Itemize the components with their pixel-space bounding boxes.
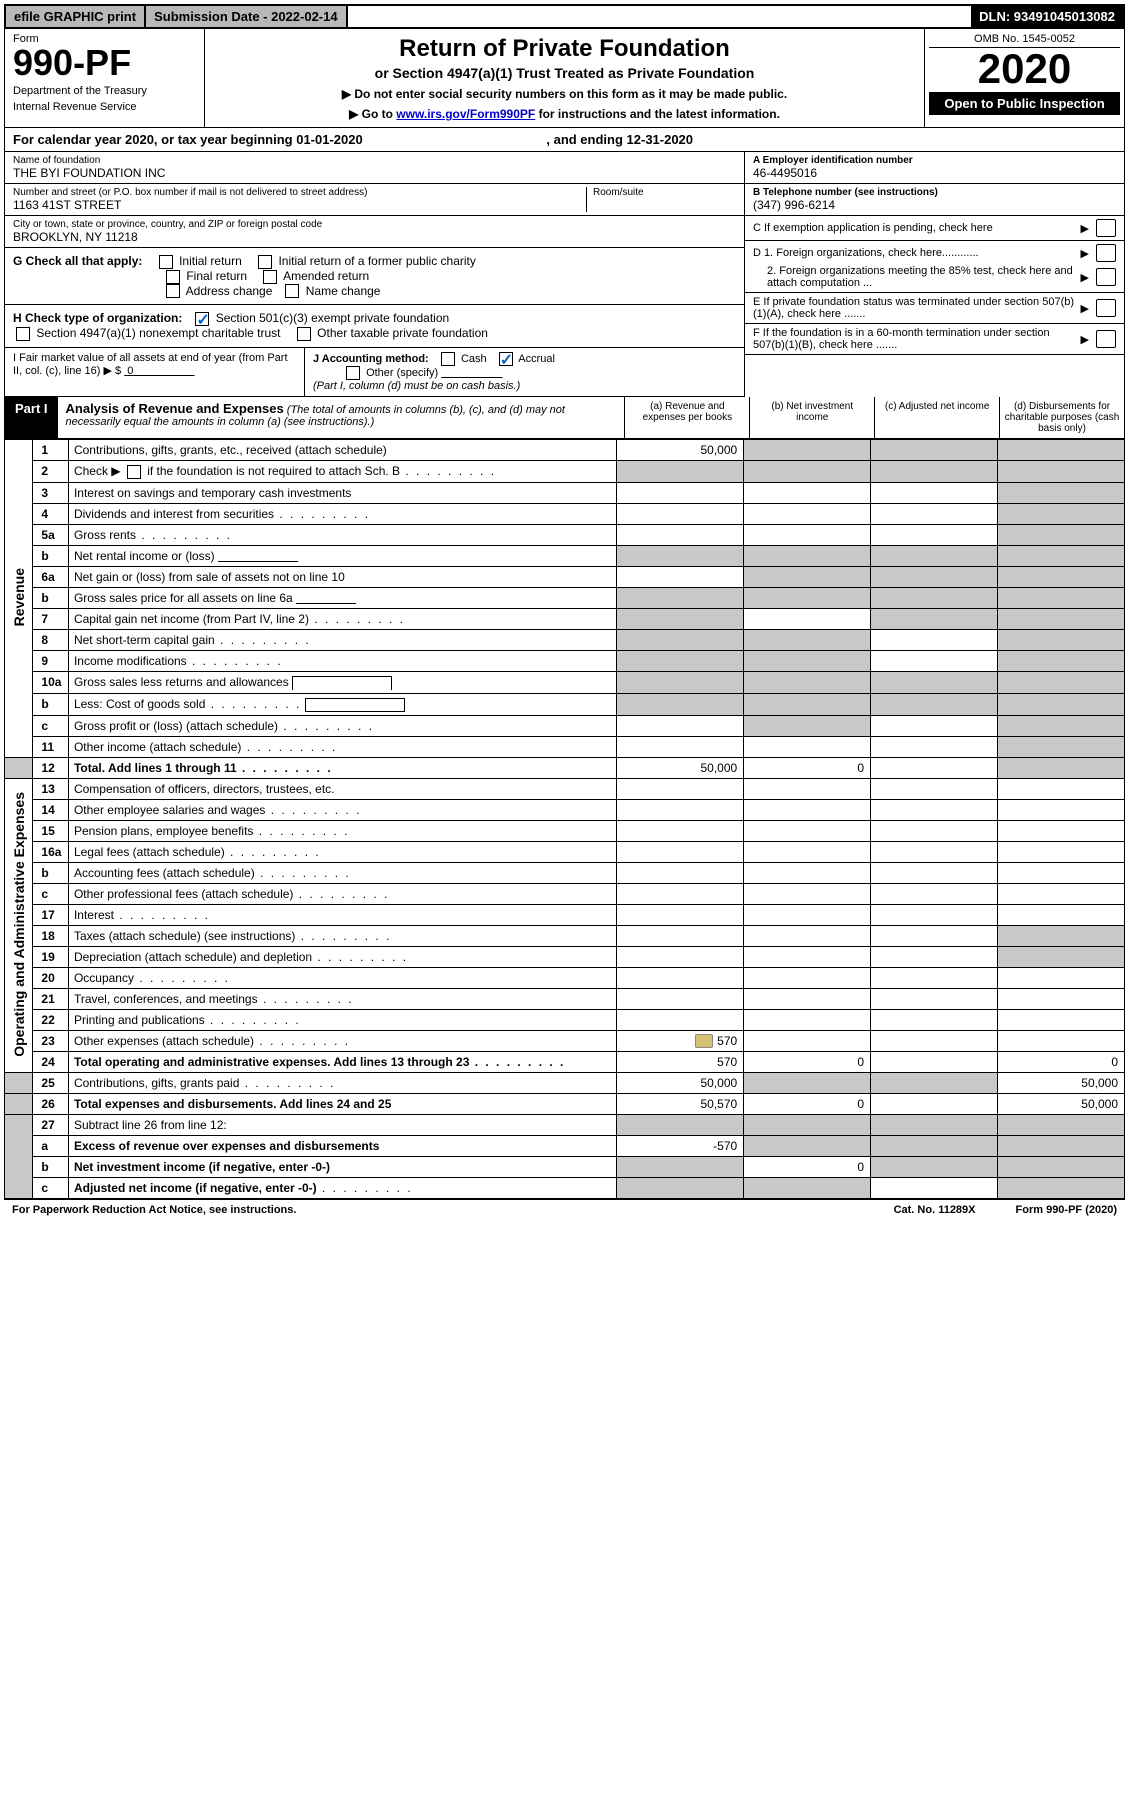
- form-version: Form 990-PF (2020): [1016, 1204, 1117, 1216]
- page-footer: For Paperwork Reduction Act Notice, see …: [4, 1199, 1125, 1220]
- name-label: Name of foundation: [13, 155, 736, 166]
- section-e: E If private foundation status was termi…: [753, 296, 1081, 320]
- foundation-name: THE BYI FOUNDATION INC: [13, 166, 736, 180]
- col-c-head: (c) Adjusted net income: [874, 397, 999, 438]
- section-j: J Accounting method: Cash Accrual Other …: [305, 348, 744, 396]
- part1-table: Revenue 1Contributions, gifts, grants, e…: [4, 439, 1125, 1199]
- other-method-check[interactable]: [346, 366, 360, 380]
- section-g: G Check all that apply: Initial return I…: [5, 248, 744, 305]
- col-b-head: (b) Net investment income: [749, 397, 874, 438]
- efile-label[interactable]: efile GRAPHIC print: [6, 6, 146, 27]
- section-h: H Check type of organization: Section 50…: [5, 305, 744, 348]
- submission-date: Submission Date - 2022-02-14: [146, 6, 348, 27]
- phone-value: (347) 996-6214: [753, 198, 1116, 212]
- paperwork-notice: For Paperwork Reduction Act Notice, see …: [12, 1204, 296, 1216]
- addr-label: Number and street (or P.O. box number if…: [13, 187, 586, 198]
- revenue-label: Revenue: [5, 440, 33, 757]
- phone-label: B Telephone number (see instructions): [753, 187, 938, 198]
- section-i: I Fair market value of all assets at end…: [5, 348, 305, 396]
- ein-value: 46-4495016: [753, 166, 1116, 180]
- dept-treasury: Department of the Treasury: [13, 85, 196, 97]
- attachment-icon[interactable]: [695, 1034, 713, 1048]
- initial-return-check[interactable]: [159, 255, 173, 269]
- form-note2: ▶ Go to www.irs.gov/Form990PF for instru…: [211, 107, 918, 121]
- 60month-check[interactable]: [1096, 330, 1116, 348]
- street-address: 1163 41ST STREET: [13, 198, 586, 212]
- ein-label: A Employer identification number: [753, 155, 913, 166]
- initial-former-check[interactable]: [258, 255, 272, 269]
- 4947-check[interactable]: [16, 327, 30, 341]
- section-f: F If the foundation is in a 60-month ter…: [753, 327, 1081, 351]
- dept-irs: Internal Revenue Service: [13, 101, 196, 113]
- exemption-pending-check[interactable]: [1096, 219, 1116, 237]
- section-c: C If exemption application is pending, c…: [753, 222, 1081, 234]
- fmv-value: 0: [127, 365, 133, 377]
- part1-label: Part I: [5, 397, 58, 438]
- open-public: Open to Public Inspection: [929, 92, 1120, 115]
- city-label: City or town, state or province, country…: [13, 219, 736, 230]
- address-change-check[interactable]: [166, 284, 180, 298]
- accrual-check[interactable]: [499, 352, 513, 366]
- schb-check[interactable]: [127, 465, 141, 479]
- calendar-year: For calendar year 2020, or tax year begi…: [4, 128, 1125, 152]
- section-d1: D 1. Foreign organizations, check here..…: [753, 247, 1081, 259]
- form-subtitle: or Section 4947(a)(1) Trust Treated as P…: [211, 65, 918, 81]
- form-title: Return of Private Foundation: [211, 35, 918, 63]
- form-note1: ▶ Do not enter social security numbers o…: [211, 87, 918, 101]
- form-header: Form 990-PF Department of the Treasury I…: [4, 29, 1125, 128]
- room-label: Room/suite: [593, 187, 736, 198]
- opadmin-label: Operating and Administrative Expenses: [5, 778, 33, 1073]
- section-d2: 2. Foreign organizations meeting the 85%…: [753, 265, 1081, 289]
- name-change-check[interactable]: [285, 284, 299, 298]
- cat-no: Cat. No. 11289X: [894, 1204, 976, 1216]
- foreign-85-check[interactable]: [1096, 268, 1116, 286]
- 501c3-check[interactable]: [195, 312, 209, 326]
- part1-header: Part I Analysis of Revenue and Expenses …: [4, 397, 1125, 439]
- final-return-check[interactable]: [166, 270, 180, 284]
- cash-check[interactable]: [441, 352, 455, 366]
- irs-link[interactable]: www.irs.gov/Form990PF: [396, 107, 535, 121]
- status-terminated-check[interactable]: [1096, 299, 1116, 317]
- foreign-org-check[interactable]: [1096, 244, 1116, 262]
- col-a-head: (a) Revenue and expenses per books: [624, 397, 749, 438]
- form-number: 990-PF: [13, 45, 196, 81]
- part1-title: Analysis of Revenue and Expenses: [66, 401, 284, 416]
- top-bar: efile GRAPHIC print Submission Date - 20…: [4, 4, 1125, 29]
- info-section: Name of foundation THE BYI FOUNDATION IN…: [4, 152, 1125, 397]
- tax-year: 2020: [929, 48, 1120, 90]
- amended-return-check[interactable]: [263, 270, 277, 284]
- other-taxable-check[interactable]: [297, 327, 311, 341]
- dln: DLN: 93491045013082: [971, 6, 1123, 27]
- city-state-zip: BROOKLYN, NY 11218: [13, 230, 736, 244]
- col-d-head: (d) Disbursements for charitable purpose…: [999, 397, 1124, 438]
